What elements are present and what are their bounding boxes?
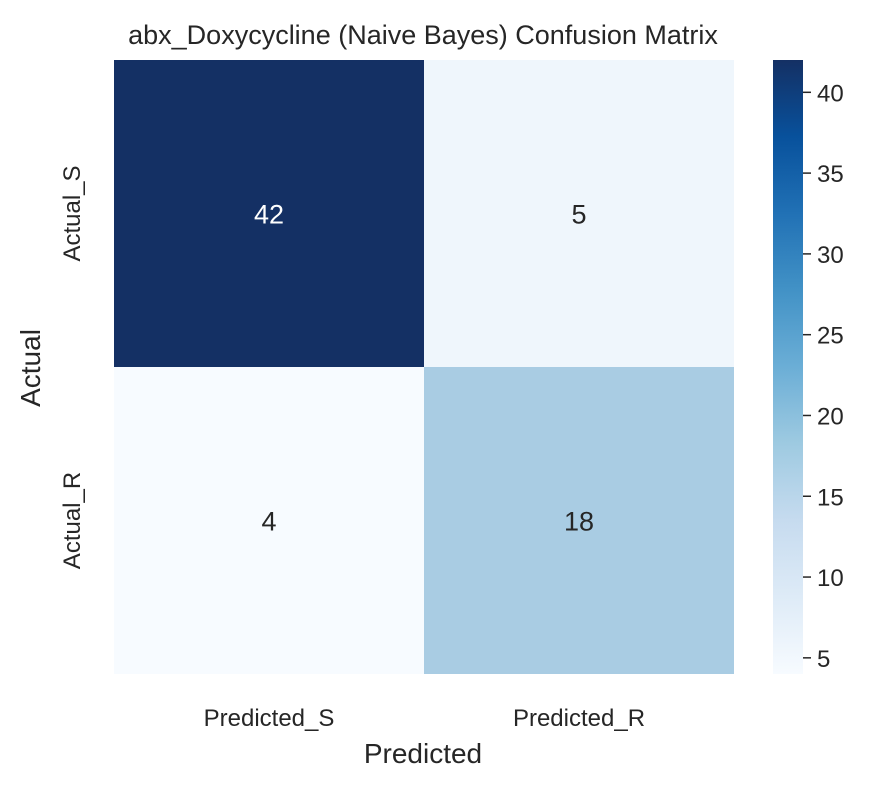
heatmap-cell-0-1 [424, 60, 734, 367]
colorbar-tick-label: 10 [817, 565, 844, 592]
colorbar-tick-label: 25 [817, 323, 844, 350]
colorbar-tick-label: 30 [817, 242, 844, 269]
y-tick-label: Actual_S [59, 165, 86, 261]
x-axis-ticks: Predicted_S Predicted_R [204, 705, 645, 732]
cell-value-label: 42 [254, 200, 284, 230]
x-tick-label: Predicted_S [204, 705, 335, 732]
heatmap-cells: 42 5 4 18 [114, 60, 734, 674]
y-tick-label: Actual_R [59, 472, 86, 569]
colorbar-tick-label: 40 [817, 80, 844, 107]
cell-value-label: 5 [571, 200, 586, 230]
heatmap-cell-1-0 [114, 367, 424, 674]
heatmap-cell-1-1 [424, 367, 734, 674]
colorbar-tick-label: 35 [817, 161, 844, 188]
colorbar-tick-label: 20 [817, 403, 844, 430]
y-axis-ticks: Actual_S Actual_R [59, 165, 86, 569]
heatmap-cell-0-0 [114, 60, 424, 367]
cell-value-label: 18 [564, 507, 594, 537]
y-axis-label: Actual [15, 329, 46, 407]
colorbar: 5 10 15 20 25 30 35 40 [773, 60, 844, 674]
chart-title: abx_Doxycycline (Naive Bayes) Confusion … [128, 20, 718, 50]
cell-value-label: 4 [261, 507, 276, 537]
colorbar-tick-label: 15 [817, 484, 844, 511]
colorbar-gradient [773, 60, 803, 674]
colorbar-tick-label: 5 [817, 646, 830, 673]
x-tick-label: Predicted_R [513, 705, 645, 732]
x-axis-label: Predicted [364, 738, 482, 769]
